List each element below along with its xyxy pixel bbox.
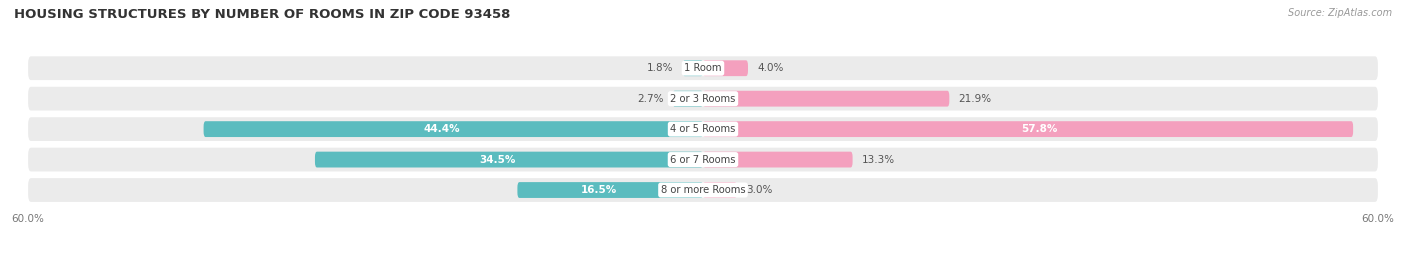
FancyBboxPatch shape — [703, 60, 748, 76]
Text: 21.9%: 21.9% — [959, 94, 991, 104]
Text: 34.5%: 34.5% — [479, 155, 516, 165]
FancyBboxPatch shape — [28, 87, 1378, 111]
Text: 4.0%: 4.0% — [756, 63, 783, 73]
Text: 4 or 5 Rooms: 4 or 5 Rooms — [671, 124, 735, 134]
Text: 1.8%: 1.8% — [647, 63, 673, 73]
FancyBboxPatch shape — [672, 91, 703, 107]
FancyBboxPatch shape — [315, 152, 703, 168]
Text: 1 Room: 1 Room — [685, 63, 721, 73]
Text: 13.3%: 13.3% — [862, 155, 894, 165]
Text: 3.0%: 3.0% — [745, 185, 772, 195]
FancyBboxPatch shape — [28, 117, 1378, 141]
Text: 57.8%: 57.8% — [1021, 124, 1057, 134]
FancyBboxPatch shape — [703, 91, 949, 107]
FancyBboxPatch shape — [28, 148, 1378, 171]
Text: HOUSING STRUCTURES BY NUMBER OF ROOMS IN ZIP CODE 93458: HOUSING STRUCTURES BY NUMBER OF ROOMS IN… — [14, 8, 510, 21]
Text: 44.4%: 44.4% — [423, 124, 460, 134]
FancyBboxPatch shape — [703, 121, 1353, 137]
Text: 2 or 3 Rooms: 2 or 3 Rooms — [671, 94, 735, 104]
FancyBboxPatch shape — [517, 182, 703, 198]
FancyBboxPatch shape — [683, 60, 703, 76]
FancyBboxPatch shape — [28, 178, 1378, 202]
Text: 8 or more Rooms: 8 or more Rooms — [661, 185, 745, 195]
Text: 6 or 7 Rooms: 6 or 7 Rooms — [671, 155, 735, 165]
Text: Source: ZipAtlas.com: Source: ZipAtlas.com — [1288, 8, 1392, 18]
FancyBboxPatch shape — [204, 121, 703, 137]
Text: 2.7%: 2.7% — [637, 94, 664, 104]
FancyBboxPatch shape — [703, 152, 852, 168]
FancyBboxPatch shape — [703, 182, 737, 198]
Text: 16.5%: 16.5% — [581, 185, 617, 195]
FancyBboxPatch shape — [28, 56, 1378, 80]
